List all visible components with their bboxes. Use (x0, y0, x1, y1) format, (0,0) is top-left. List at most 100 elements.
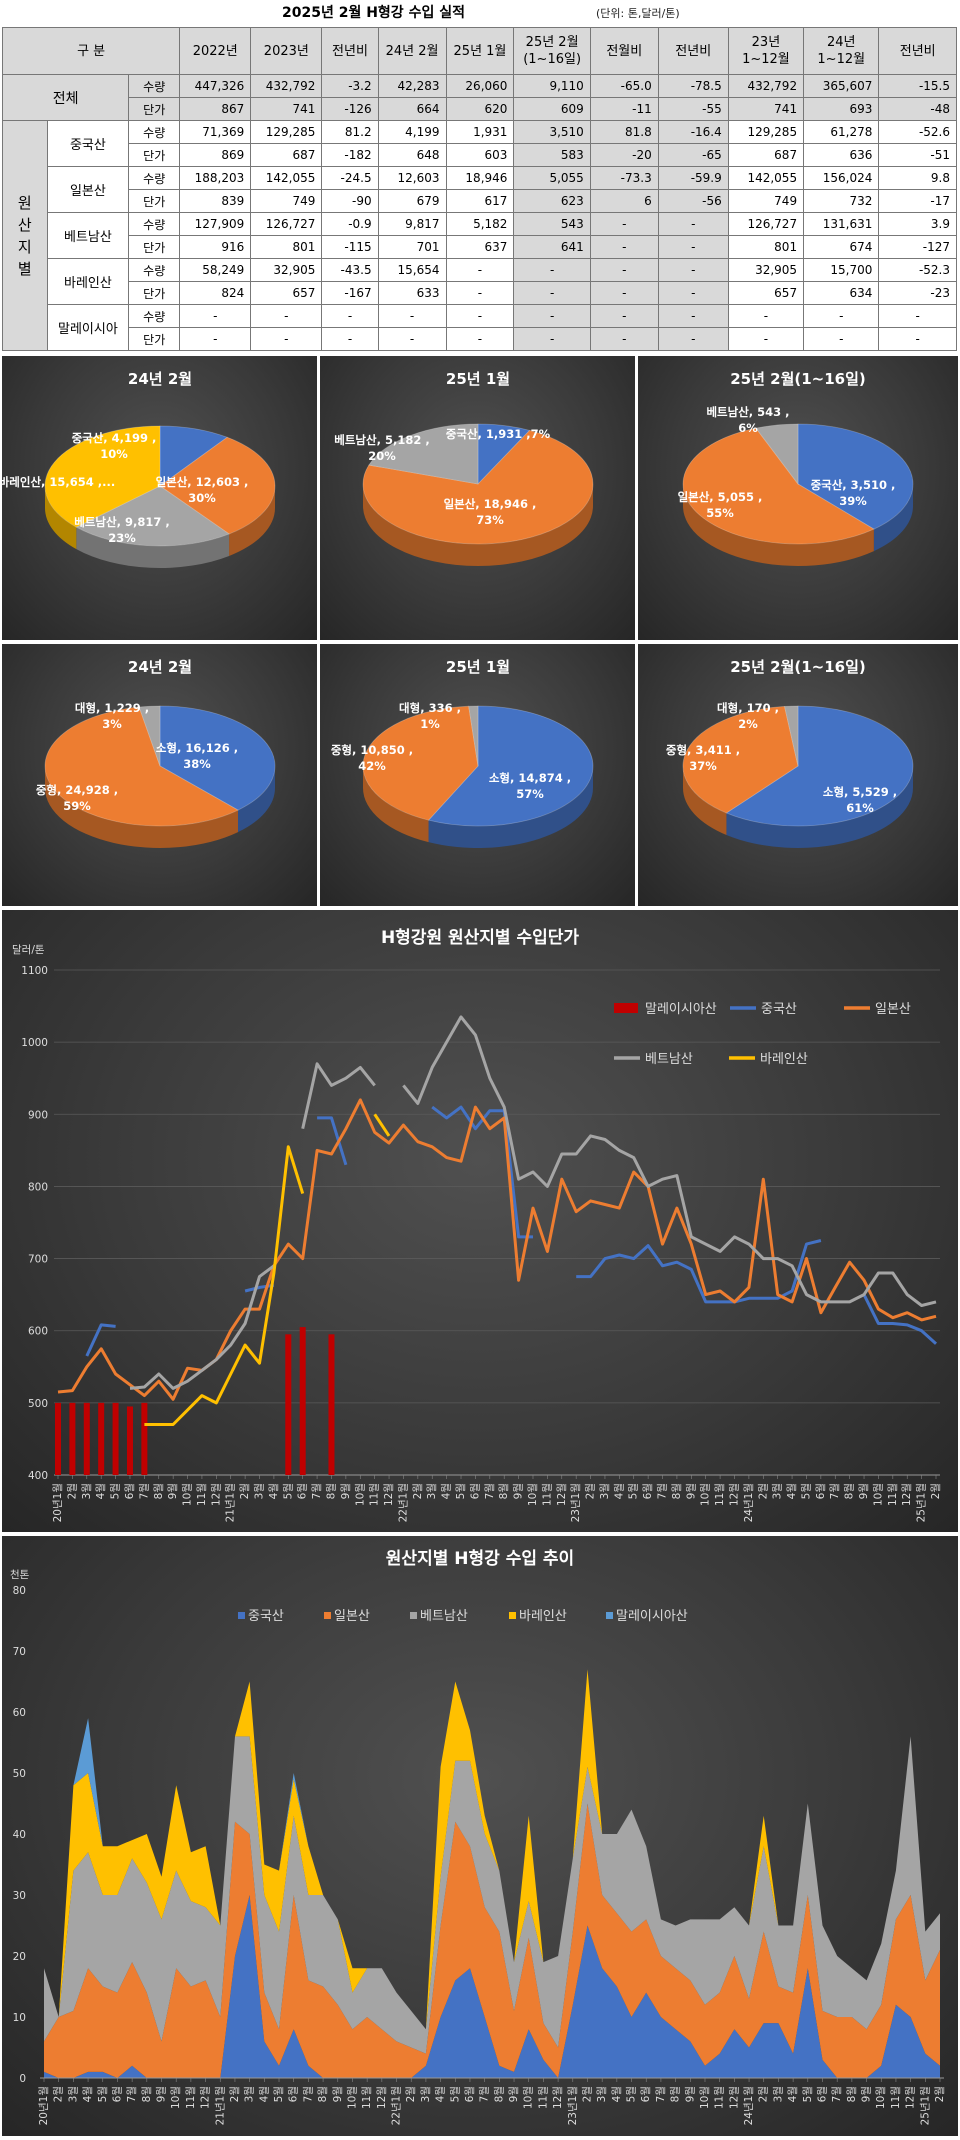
table-cell: 9.8 (878, 166, 957, 190)
x-tick-label: 6월 (297, 1483, 309, 1499)
x-tick-label: 12월 (901, 1483, 913, 1506)
table-cell: -16.4 (657, 120, 729, 144)
bar-말레이시아산 (126, 1406, 133, 1475)
x-tick-label: 24년1월 (743, 1483, 755, 1522)
table-cell: 432,792 (250, 74, 323, 98)
x-tick-label: 7월 (484, 1483, 496, 1499)
pie-slice-소형 (159, 705, 276, 811)
pie-slice-대형 (468, 705, 479, 767)
table-row: 단가 839 749 -90 679 617 623 6 -56 749 732 -17 (3, 189, 957, 213)
header-cell: 전년비 (878, 27, 957, 75)
pie-slice-side (873, 484, 913, 552)
table-cell: -65 (657, 143, 729, 167)
legend-swatch (614, 1003, 638, 1013)
table-cell: 664 (377, 97, 447, 121)
x-tick-label: 10월 (872, 1483, 884, 1506)
pie-data-label: 대형, 336 , 1% (399, 701, 461, 731)
legend-label: 일본산 (875, 1002, 911, 1017)
row-kind-label: 수량 (128, 212, 181, 236)
pie-slice-대형 (784, 705, 799, 767)
table-cell: 365,607 (803, 74, 880, 98)
pie-panel-origin-25-02: 25년 2월(1~16일) 중국산, 3,510 , 39% 일본산, 5,055 ,… (638, 356, 958, 640)
pie-slice-side (428, 766, 593, 848)
x-tick-label: 5월 (97, 2086, 109, 2102)
table-cell: 637 (445, 235, 515, 259)
table-cell: 81.8 (589, 120, 659, 144)
bar-말레이시아산 (55, 1402, 61, 1475)
x-tick-label: 10월 (700, 1483, 712, 1506)
x-tick-label: 4월 (441, 1483, 453, 1499)
x-tick-label: 11월 (887, 1483, 899, 1506)
legend-label: 일본산 (334, 1609, 370, 1624)
x-tick-label: 4월 (613, 1483, 625, 1499)
x-tick-label: 11월 (361, 2086, 373, 2109)
table-cell: -0.9 (321, 212, 379, 236)
pie-slice-일본산 (159, 436, 276, 535)
table-row: 일본산 수량 188,203 142,055 -24.5 12,603 18,946 5,05… (3, 166, 957, 213)
legend-label: 바레인산 (760, 1052, 808, 1067)
y-tick-label: 800 (28, 1181, 48, 1193)
table-cell: -167 (321, 281, 379, 305)
unit-note: (단위: 톤,달러/톤) (596, 7, 680, 20)
x-tick-label: 4월 (258, 2086, 270, 2102)
table-cell: 633 (377, 281, 447, 305)
row-kind-label: 수량 (128, 258, 181, 282)
table-cell: - (513, 258, 591, 282)
table-cell: 657 (250, 281, 323, 305)
table-cell: - (657, 235, 729, 259)
table-cell: -90 (321, 189, 379, 213)
y-tick-label: 20 (13, 1951, 26, 1963)
table-cell: 801 (250, 235, 323, 259)
y-tick-label: 30 (13, 1890, 26, 1902)
line-베트남산 (129, 1015, 937, 1390)
x-tick-label: 8월 (670, 2086, 682, 2102)
pie-data-label: 소형, 16,126 , 38% (156, 741, 238, 771)
x-tick-label: 2월 (758, 2086, 770, 2102)
y-tick-label: 900 (28, 1109, 48, 1121)
table-row: 말레이시아 수량 - - - - - - - - - - - (3, 304, 957, 351)
bar-말레이시아산 (299, 1327, 306, 1475)
pie-data-label: 소형, 14,874 , 57% (489, 771, 571, 801)
table-cell: -24.5 (321, 166, 379, 190)
x-tick-label: 8월 (493, 2086, 505, 2102)
x-tick-label: 12월 (728, 2086, 740, 2109)
table-cell: - (727, 304, 805, 328)
x-tick-label: 10월 (346, 2086, 358, 2109)
y-tick-label: 500 (28, 1398, 48, 1410)
table-cell: 131,631 (803, 212, 880, 236)
table-cell: - (878, 327, 957, 351)
table-cell: 32,905 (727, 258, 805, 282)
x-tick-label: 5월 (802, 2086, 814, 2102)
table-cell: - (803, 304, 880, 328)
x-tick-label: 7월 (829, 1483, 841, 1499)
legend-swatch (606, 1612, 613, 1619)
pie-slice-side (229, 486, 275, 556)
table-cell: 129,285 (727, 120, 805, 144)
bar-말레이시아산 (141, 1402, 148, 1475)
x-tick-label: 5월 (282, 1483, 294, 1499)
table-row: 단가 869 687 -182 648 603 583 -20 -65 687 636 -51 (3, 143, 957, 167)
pie-panel-size-25-02: 25년 2월(1~16일) 소형, 5,529 , 61% 중형, 3,411 , 37… (638, 644, 958, 906)
row-header-total: 전체 (1, 74, 130, 121)
legend-label: 말레이시아산 (616, 1609, 688, 1624)
bar-말레이시아산 (328, 1334, 335, 1475)
y-tick-label: 80 (13, 1585, 26, 1597)
summary-table: 구 분 2022년 2023년 전년비 24년 2월 25년 1월 25년 2월… (1, 27, 957, 351)
table-cell: - (250, 304, 323, 328)
pie-slice-side (45, 486, 77, 550)
y-tick-label: 60 (13, 1707, 26, 1719)
table-cell: -11 (589, 97, 659, 121)
table-cell: 657 (727, 281, 805, 305)
y-tick-label: 1000 (21, 1037, 48, 1049)
pie-slice-일본산 (362, 429, 594, 545)
table-cell: 156,024 (803, 166, 880, 190)
x-tick-label: 5월 (455, 1483, 467, 1499)
row-header-origin: 원산지별 (2, 120, 48, 351)
pie-slice-바레인산 (44, 425, 161, 528)
table-cell: - (727, 327, 805, 351)
x-tick-label: 3월 (244, 2086, 256, 2102)
pie-slice-side (683, 766, 727, 835)
x-tick-label: 11월 (714, 2086, 726, 2109)
